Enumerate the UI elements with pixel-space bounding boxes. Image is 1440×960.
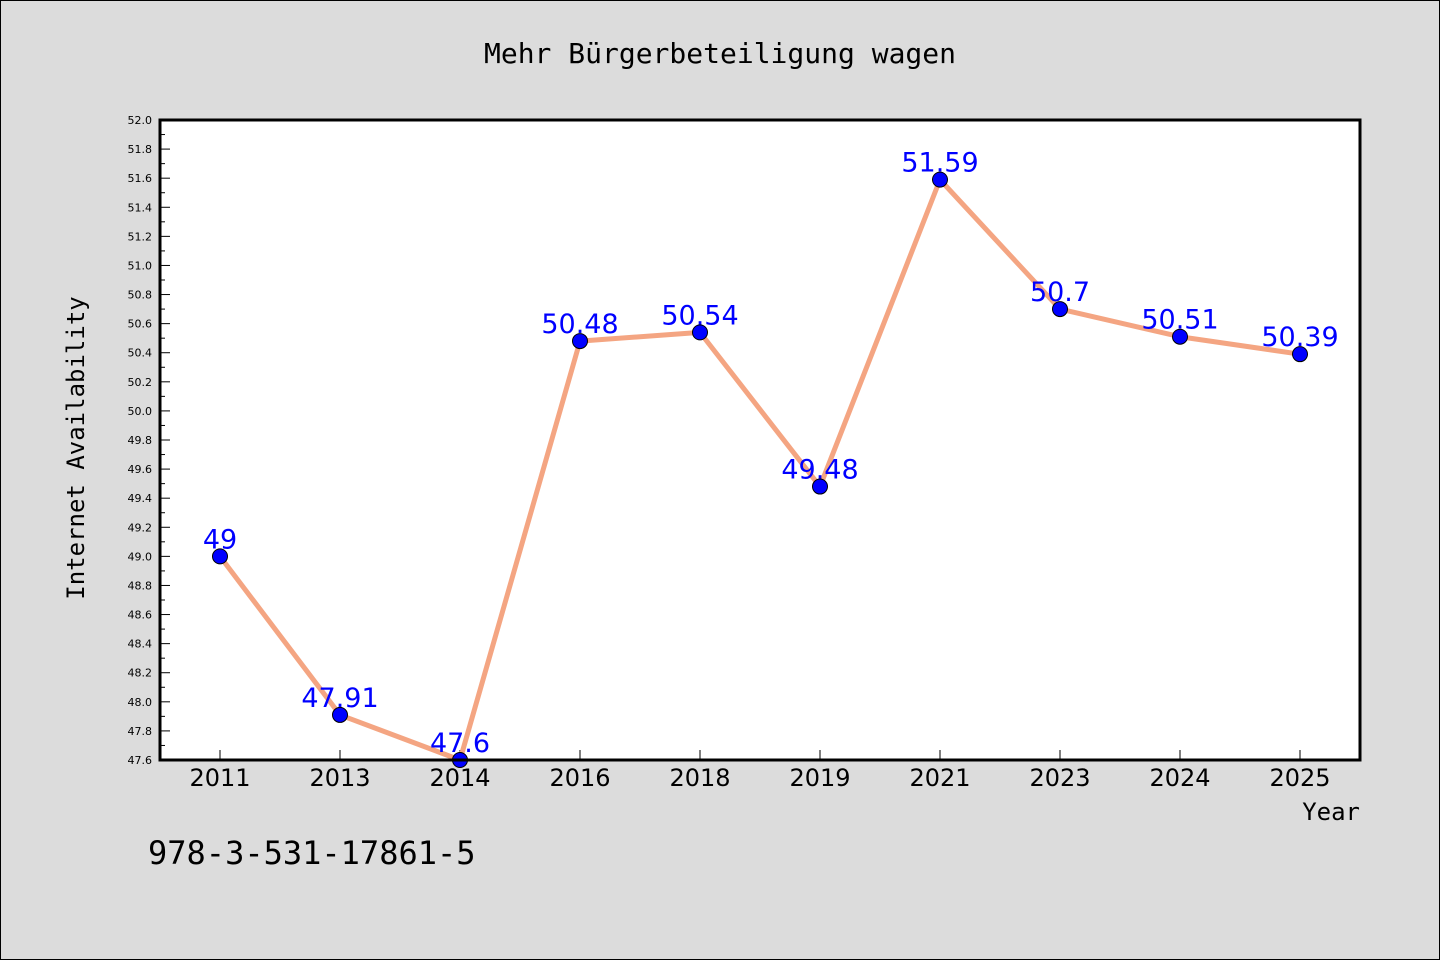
y-tick-label: 51.2 (128, 230, 153, 243)
data-labels: 49 47.91 47.6 50.48 50.54 49.48 51.59 50.7 50.51… (203, 148, 1339, 759)
data-label: 49 (203, 524, 237, 555)
x-tick-label: 2025 (1269, 764, 1330, 792)
y-tick-label: 50.4 (128, 347, 153, 360)
y-tick-label: 49.4 (128, 492, 153, 505)
x-tick-label: 2024 (1149, 764, 1210, 792)
data-label: 50.39 (1261, 322, 1338, 353)
data-label: 50.51 (1141, 305, 1218, 336)
x-tick-label: 2016 (549, 764, 610, 792)
data-point (1052, 301, 1068, 318)
plot-area (160, 120, 1360, 760)
series-polyline (217, 177, 1303, 763)
data-label: 50.48 (541, 309, 618, 340)
y-tick-label: 48.0 (128, 696, 153, 709)
data-label: 50.7 (1030, 277, 1090, 308)
x-tick-label: 2014 (429, 764, 490, 792)
y-tick-label: 47.8 (128, 725, 153, 738)
x-tick-label: 2013 (309, 764, 370, 792)
y-tick-label: 48.6 (128, 609, 153, 622)
x-tick-label: 2018 (669, 764, 730, 792)
data-point (572, 333, 588, 350)
data-point (332, 706, 348, 723)
data-markers (212, 171, 1308, 768)
y-tick-label: 50.8 (128, 289, 153, 302)
y-tick-label: 49.6 (128, 463, 153, 476)
y-tick-label: 52.0 (128, 114, 153, 127)
x-tick-label: 2021 (909, 764, 970, 792)
y-tick-label: 48.4 (128, 638, 153, 651)
data-point (1172, 328, 1188, 345)
data-point (212, 548, 228, 565)
y-tick-label: 51.0 (128, 259, 153, 272)
data-point (932, 171, 948, 188)
x-tick-label: 2023 (1029, 764, 1090, 792)
y-tick-label: 48.8 (128, 579, 153, 592)
data-label: 49.48 (781, 455, 858, 486)
data-point (1292, 346, 1308, 363)
y-tick-label: 50.6 (128, 318, 153, 331)
data-label: 47.91 (301, 683, 378, 714)
data-label: 51.59 (901, 148, 978, 179)
data-label: 50.54 (661, 300, 738, 331)
y-tick-label: 51.4 (128, 201, 153, 214)
plot-frame (158, 118, 1362, 762)
y-tick-label: 49.2 (128, 521, 153, 534)
y-tick-label: 49.8 (128, 434, 153, 447)
isbn-annotation: 978-3-531-17861-5 (148, 834, 476, 872)
y-tick-label: 50.0 (128, 405, 153, 418)
y-tick-label: 47.6 (128, 754, 153, 767)
x-axis: 2011 2013 2014 2016 2018 2019 2021 2023 2024 2025 (189, 750, 1331, 792)
x-tick-label: 2011 (189, 764, 250, 792)
data-point (692, 324, 708, 341)
data-label: 47.6 (430, 728, 490, 759)
y-tick-label: 50.2 (128, 376, 153, 389)
y-axis: 47.6 47.8 48.0 48.2 48.4 48.6 48.8 49.0 49.2 49.4… (128, 114, 170, 767)
y-axis-label: Internet Availability (62, 296, 90, 599)
y-tick-label: 48.2 (128, 667, 153, 680)
y-tick-label: 49.0 (128, 550, 153, 563)
x-tick-label: 2019 (789, 764, 850, 792)
y-tick-label: 51.8 (128, 143, 153, 156)
chart-title: Mehr Bürgerbeteiligung wagen (484, 37, 956, 70)
series-line (217, 177, 1303, 763)
x-axis-label: Year (1302, 798, 1360, 826)
data-point (812, 478, 828, 495)
y-tick-label: 51.6 (128, 172, 153, 185)
